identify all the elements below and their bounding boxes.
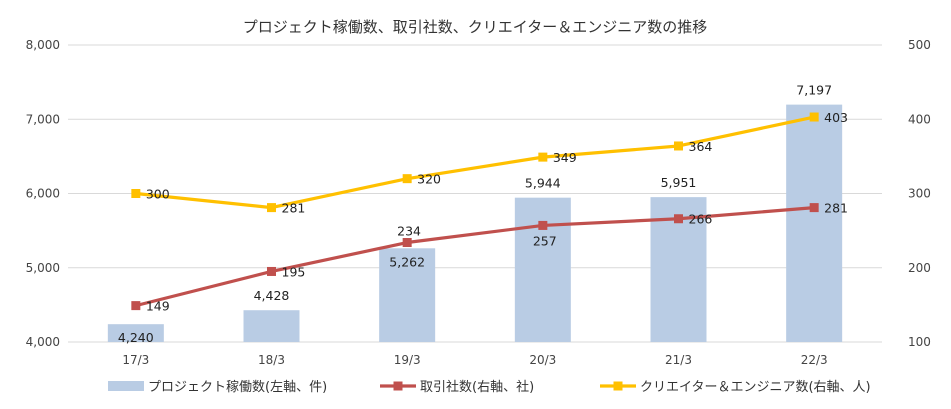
bar	[379, 248, 436, 342]
bar-value-label: 7,197	[796, 83, 832, 98]
data-labels: 4,240 4,428 5,262 5,944 5,951 7,197 149 195 234 2…	[118, 83, 848, 346]
clients-value-label: 281	[824, 201, 848, 216]
legend-swatch	[108, 381, 144, 391]
legend-item: 取引社数(右軸、社)	[380, 379, 534, 395]
clients-value-label: 234	[397, 224, 421, 239]
y-right-tick-label: 400	[908, 112, 931, 126]
bar	[107, 324, 164, 342]
legend-label: 取引社数(右軸、社)	[420, 379, 534, 395]
legend-marker	[393, 381, 403, 391]
clients-value-label: 195	[282, 264, 306, 279]
x-tick-label: 21/3	[665, 353, 692, 367]
legend-label: クリエイター＆エンジニア数(右軸、人)	[640, 380, 871, 395]
y-left-tick-label: 8,000	[26, 38, 60, 52]
creators-value-label: 320	[417, 172, 441, 187]
bar-value-label: 4,428	[254, 288, 290, 303]
y-left-tick-label: 5,000	[26, 261, 60, 275]
series-line	[135, 206, 815, 308]
series-marker	[538, 152, 548, 162]
x-tick-label: 18/3	[258, 353, 285, 367]
x-tick-label: 20/3	[529, 353, 556, 367]
series-marker	[674, 214, 683, 224]
creators-value-label: 364	[689, 139, 713, 154]
bar	[514, 197, 571, 342]
bar-series	[107, 104, 843, 343]
bar-value-label: 4,240	[118, 330, 154, 345]
series-marker	[809, 112, 819, 122]
clients-value-label: 149	[146, 299, 170, 314]
y-right-tick-label: 200	[908, 261, 931, 275]
clients-value-label: 266	[689, 212, 713, 227]
bar-value-label: 5,951	[661, 175, 697, 190]
legend-item: プロジェクト稼働数(左軸、件)	[108, 380, 327, 395]
series-marker	[402, 238, 412, 248]
clients-value-label: 257	[533, 233, 557, 248]
x-tick-label: 17/3	[122, 353, 149, 367]
creators-value-label: 403	[824, 110, 848, 125]
bar-value-label: 5,944	[525, 176, 561, 191]
series-marker	[809, 203, 819, 213]
y-right-tick-label: 300	[908, 187, 931, 201]
legend: プロジェクト稼働数(左軸、件) 取引社数(右軸、社) クリエイター＆エンジニア数(右…	[108, 379, 871, 395]
creators-value-label: 349	[553, 150, 577, 165]
series-marker	[131, 301, 141, 311]
series-marker	[402, 174, 412, 184]
x-tick-label: 19/3	[394, 353, 421, 367]
series-marker	[131, 189, 141, 198]
y-left-tick-label: 6,000	[26, 187, 60, 201]
x-tick-label: 22/3	[801, 353, 828, 367]
chart-title: プロジェクト稼働数、取引社数、クリエイター＆エンジニア数の推移	[243, 18, 707, 36]
series-marker	[538, 220, 548, 230]
y-left-tick-label: 7,000	[26, 112, 60, 126]
line-series	[131, 112, 819, 311]
creators-value-label: 300	[146, 187, 170, 202]
y-left-tick-label: 4,000	[26, 335, 60, 349]
y-right-tick-label: 100	[908, 335, 931, 349]
series-marker	[267, 266, 276, 276]
series-line	[135, 115, 815, 210]
gridlines	[68, 44, 882, 343]
bar	[786, 104, 843, 343]
series-marker	[674, 141, 683, 151]
axes: 4,000 100 5,000 200 6,000 300 7,000 400 8,000 500…	[26, 38, 931, 367]
creators-value-label: 281	[282, 201, 306, 216]
bar	[243, 310, 300, 342]
legend-item: クリエイター＆エンジニア数(右軸、人)	[600, 380, 871, 395]
legend-marker	[613, 381, 623, 391]
bar-value-label: 5,262	[389, 254, 425, 269]
series-marker	[267, 203, 276, 213]
y-right-tick-label: 500	[908, 38, 931, 52]
legend-label: プロジェクト稼働数(左軸、件)	[148, 380, 327, 395]
